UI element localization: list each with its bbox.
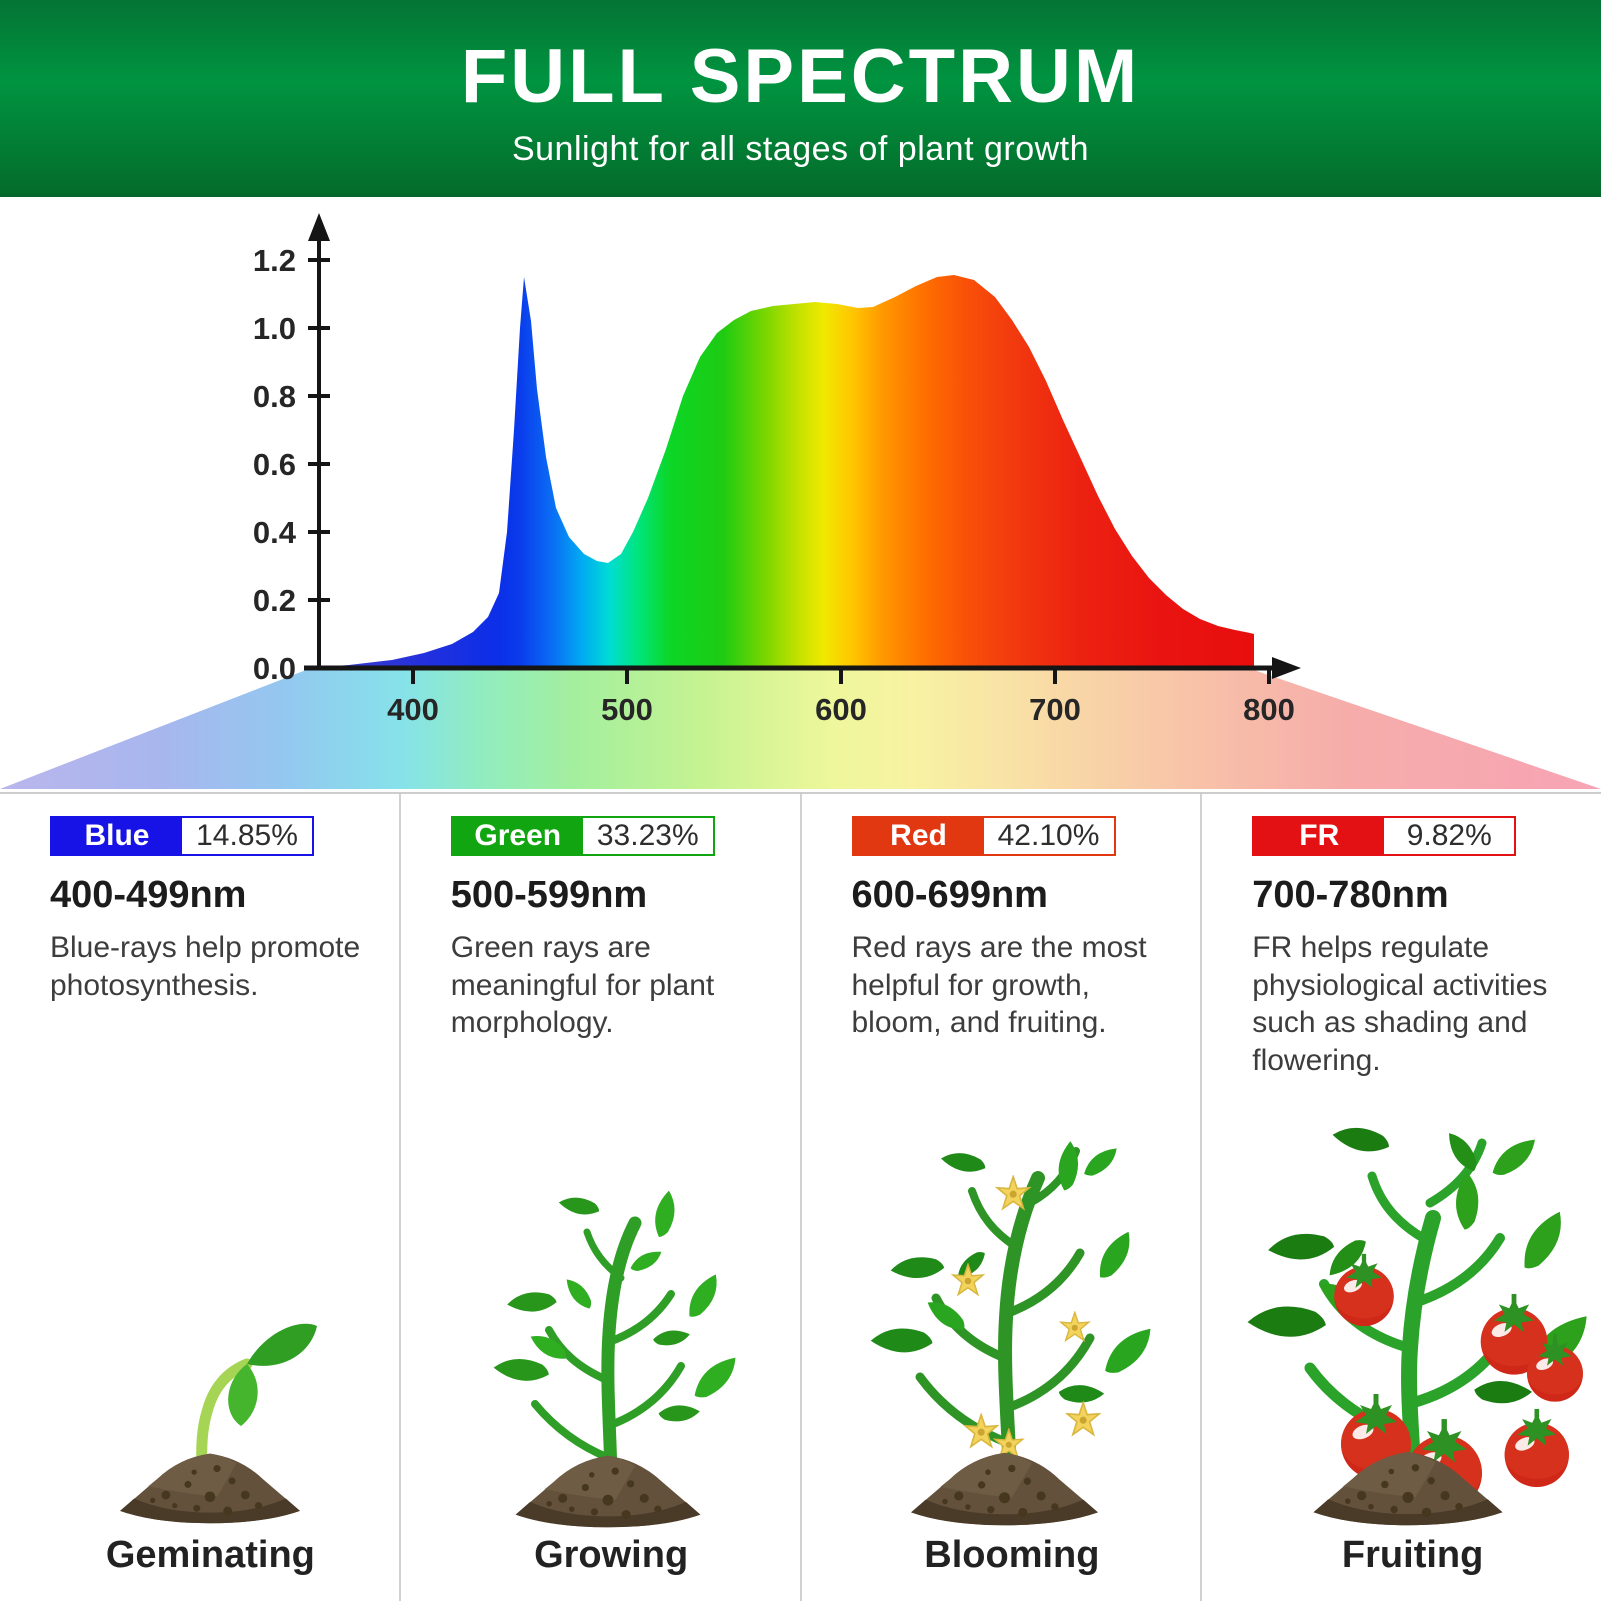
growing-plant-illustration	[493, 1186, 745, 1528]
red-badge-label: Red	[853, 818, 984, 854]
spectrum-chart: 1.2 1.0 0.8 0.6 0.4 0.2 0.0 400 500 600 …	[0, 213, 1601, 789]
x-axis-arrow-icon	[1272, 657, 1301, 679]
page-title: FULL SPECTRUM	[460, 34, 1141, 119]
waveband-columns: Blue 14.85% 400-499nm Blue-rays help pro…	[0, 792, 1601, 1601]
stage-label-blooming: Blooming	[924, 1534, 1100, 1576]
x-tick-label: 400	[387, 692, 439, 727]
x-tick-label: 800	[1243, 692, 1295, 727]
blue-badge: Blue 14.85%	[50, 816, 314, 856]
y-axis-arrow-icon	[308, 213, 330, 241]
y-tick-label: 0.0	[253, 651, 296, 686]
green-badge: Green 33.23%	[450, 816, 715, 856]
y-tick-label: 0.2	[253, 583, 296, 618]
spectrum-light-band	[0, 670, 1601, 789]
fruiting-plant-illustration	[1246, 1111, 1600, 1526]
red-percent: 42.10%	[983, 818, 1114, 854]
blooming-plant-illustration	[870, 1140, 1161, 1526]
y-tick-label: 1.0	[253, 311, 296, 346]
red-badge: Red 42.10%	[851, 816, 1116, 856]
blue-badge-label: Blue	[52, 818, 182, 854]
x-axis	[304, 665, 1276, 684]
x-tick-label: 700	[1029, 692, 1081, 727]
page-subtitle: Sunlight for all stages of plant growth	[511, 130, 1090, 168]
y-axis	[308, 235, 330, 668]
blue-description: Blue-rays help promote photosynthesis.	[50, 931, 361, 1002]
spectrum-curve	[306, 275, 1254, 668]
y-tick-label: 1.2	[253, 243, 296, 278]
fr-badge-label: FR	[1254, 818, 1385, 854]
red-range: 600-699nm	[851, 874, 1048, 916]
spectrum-chart-section: 1.2 1.0 0.8 0.6 0.4 0.2 0.0 400 500 600 …	[0, 197, 1601, 792]
fr-description: FR helps regulate physi­ological activit…	[1252, 931, 1548, 1077]
y-tick-label: 0.8	[253, 379, 296, 414]
green-description: Green rays are meaning­ful for plant mor…	[450, 931, 715, 1039]
green-percent: 33.23%	[582, 818, 713, 854]
x-tick-label: 600	[815, 692, 867, 727]
blue-percent: 14.85%	[182, 818, 312, 854]
column-green: Green 33.23% 500-599nm Green rays are me…	[398, 794, 800, 1601]
x-tick-label: 500	[601, 692, 653, 727]
header-banner: FULL SPECTRUM Sunlight for all stages of…	[0, 0, 1601, 197]
stage-label-growing: Growing	[534, 1534, 689, 1576]
y-tick-label: 0.4	[253, 515, 297, 550]
germinating-plant-illustration	[120, 1323, 318, 1524]
fr-percent: 9.82%	[1384, 818, 1515, 854]
red-description: Red rays are the most helpful for growth…	[851, 931, 1147, 1039]
y-tick-label: 0.6	[253, 447, 296, 482]
column-fr: FR 9.82% 700-780nm FR helps regulate phy…	[1200, 794, 1601, 1601]
green-range: 500-599nm	[450, 874, 648, 916]
stage-label-fruiting: Fruiting	[1341, 1534, 1484, 1576]
fr-badge: FR 9.82%	[1252, 816, 1517, 856]
fr-range: 700-780nm	[1252, 874, 1449, 916]
stage-label-germinating: Geminating	[105, 1534, 315, 1576]
blue-range: 400-499nm	[50, 874, 247, 916]
green-badge-label: Green	[452, 818, 583, 854]
column-blue: Blue 14.85% 400-499nm Blue-rays help pro…	[0, 794, 399, 1601]
column-red: Red 42.10% 600-699nm Red rays are the mo…	[799, 794, 1201, 1601]
